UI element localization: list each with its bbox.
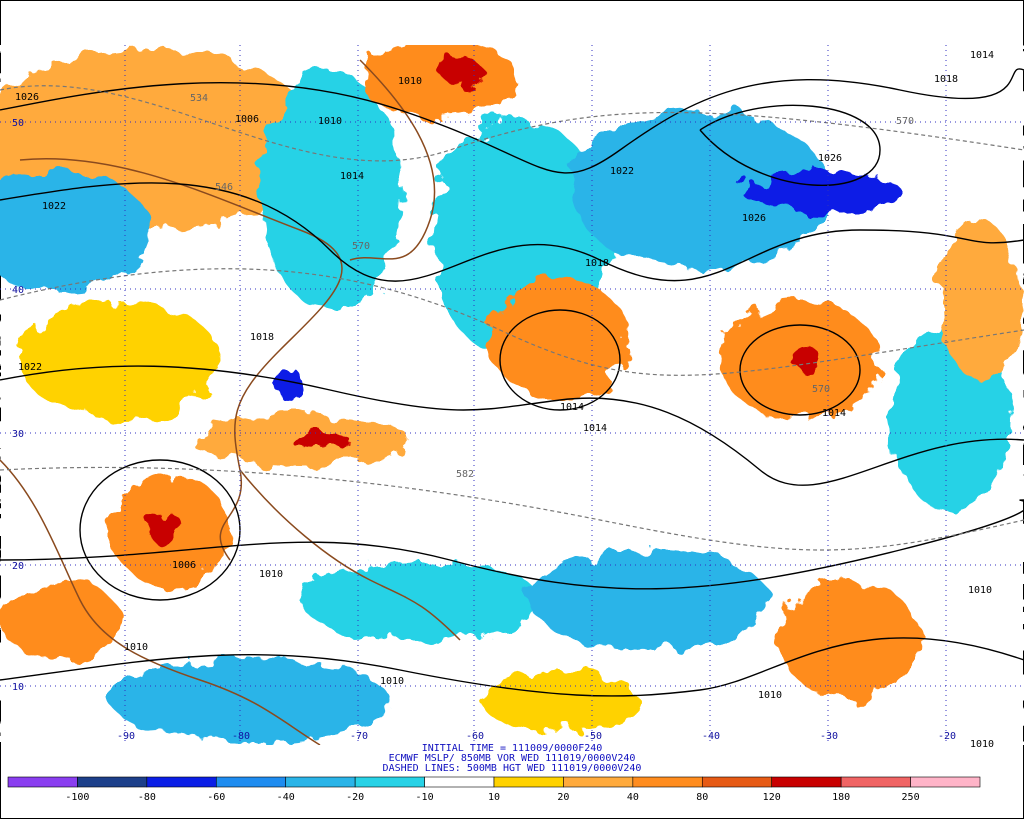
contour-label: 1010 <box>398 76 422 87</box>
contour-label: 1018 <box>585 258 609 269</box>
colorbar-label: -100 <box>65 792 89 803</box>
colorbar-swatch <box>146 776 217 788</box>
graticule <box>0 45 1024 745</box>
contour-label: 1014 <box>822 408 846 419</box>
contour-label: 1006 <box>235 114 259 125</box>
colorbar-swatch <box>563 776 634 788</box>
contour-label: 1022 <box>18 362 42 373</box>
colorbar-swatch <box>910 776 981 788</box>
contour-label: 534 <box>190 93 208 104</box>
colorbar: -100 -80 -60 -40 -20 -10 10 20 40 80 120 180 250 <box>7 776 981 803</box>
contour-label: 1018 <box>250 332 274 343</box>
footer-line: ECMWF MSLP/ 850MB VOR WED 111019/0000V24… <box>389 753 636 764</box>
contour-label: 1018 <box>934 74 958 85</box>
longitude-label: -90 <box>117 731 135 742</box>
colorbar-label: -40 <box>277 792 295 803</box>
colorbar-label: -60 <box>207 792 225 803</box>
colorbar-label: 120 <box>763 792 781 803</box>
colorbar-label: 10 <box>488 792 500 803</box>
colorbar-label: 250 <box>902 792 920 803</box>
longitude-label: -50 <box>584 731 602 742</box>
longitude-label: -20 <box>938 731 956 742</box>
contour-label: 1026 <box>818 153 842 164</box>
colorbar-swatch <box>701 776 773 788</box>
colorbar-label: 40 <box>627 792 639 803</box>
longitude-label: -70 <box>350 731 368 742</box>
colorbar-label: 20 <box>557 792 569 803</box>
latitude-label: 40 <box>12 285 24 296</box>
latitude-label: 10 <box>12 682 24 693</box>
contour-label: 570 <box>352 241 370 252</box>
contour-label: 1010 <box>758 690 782 701</box>
colorbar-label: -80 <box>138 792 156 803</box>
longitude-label: -30 <box>820 731 838 742</box>
contour-label: 546 <box>215 182 233 193</box>
contour-label: 1014 <box>340 171 364 182</box>
latitude-label: 50 <box>12 118 24 129</box>
longitude-label: -80 <box>232 731 250 742</box>
colorbar-label: -20 <box>346 792 364 803</box>
footer-line: INITIAL TIME = 111009/0000F240 <box>422 743 603 754</box>
contour-label: 1010 <box>259 569 283 580</box>
contour-label: 1022 <box>42 201 66 212</box>
isobars <box>0 68 1024 697</box>
colorbar-swatch <box>285 776 356 788</box>
footer-line: DASHED LINES: 500MB HGT WED 111019/0000V… <box>383 763 642 774</box>
contour-label: 582 <box>456 469 474 480</box>
colorbar-swatch <box>215 776 287 788</box>
contour-label: 1014 <box>970 50 994 61</box>
colorbar-label: 180 <box>832 792 850 803</box>
colorbar-swatch <box>493 776 564 788</box>
contour-label: 570 <box>812 384 830 395</box>
colorbar-swatch <box>771 776 842 788</box>
contour-label: 570 <box>896 116 914 127</box>
contour-label: 1014 <box>583 423 607 434</box>
contour-label: 1014 <box>560 402 584 413</box>
contour-label: 1022 <box>610 166 634 177</box>
coastlines <box>0 59 461 745</box>
colorbar-swatch <box>424 776 495 788</box>
colorbar-swatch <box>7 776 78 788</box>
contour-label: 1010 <box>318 116 342 127</box>
contour-label: 1006 <box>172 560 196 571</box>
colorbar-swatch <box>840 776 911 788</box>
colorbar-label: 80 <box>696 792 708 803</box>
colorbar-swatch <box>77 776 148 788</box>
colorbar-swatch <box>354 776 425 788</box>
vorticity-field <box>0 45 1024 745</box>
height-contours <box>0 85 1024 551</box>
contour-label: 1010 <box>124 642 148 653</box>
map-labels: 50 40 30 20 10 -90 -80 -70 -60 -50 -40 -30 -20 1026 10… <box>12 50 994 750</box>
colorbar-label: -10 <box>416 792 434 803</box>
colorbar-swatch <box>632 776 703 788</box>
contour-label: 1010 <box>380 676 404 687</box>
latitude-label: 30 <box>12 429 24 440</box>
contour-label: 1026 <box>742 213 766 224</box>
contour-label: 1026 <box>15 92 39 103</box>
longitude-label: -40 <box>702 731 720 742</box>
contour-label: 1010 <box>970 739 994 750</box>
latitude-label: 20 <box>12 561 24 572</box>
contour-label: 1010 <box>968 585 992 596</box>
longitude-label: -60 <box>466 731 484 742</box>
